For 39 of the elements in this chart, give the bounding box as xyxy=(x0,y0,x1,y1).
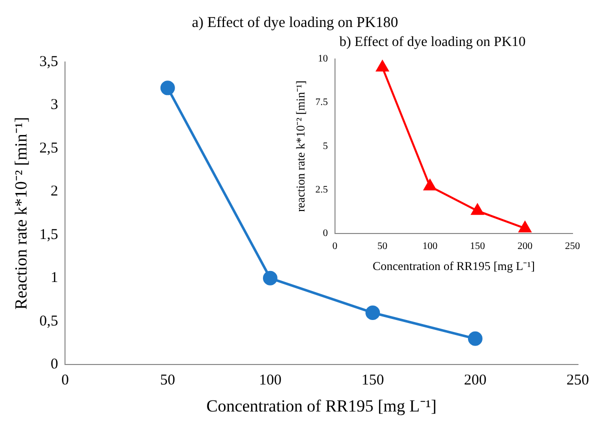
point xyxy=(468,331,482,346)
y-axis-title: reaction rate k*10⁻² [min⁻¹] xyxy=(293,80,308,212)
x-tick-label: 100 xyxy=(422,241,438,252)
y-tick-label: 0 xyxy=(50,356,58,373)
y-tick-label: 1 xyxy=(50,270,58,286)
point xyxy=(471,204,484,215)
y-tick-label: 2,5 xyxy=(39,140,58,156)
y-tick-label: 7.5 xyxy=(315,97,328,108)
x-tick-label: 100 xyxy=(258,372,282,389)
y-tick-label: 3 xyxy=(50,97,58,114)
chart-title: b) Effect of dye loading on PK10 xyxy=(339,35,526,50)
x-tick-label: 0 xyxy=(61,372,69,389)
x-tick-label: 50 xyxy=(377,241,388,252)
chart-title: a) Effect of dye loading on PK180 xyxy=(192,14,398,31)
x-tick-label: 200 xyxy=(517,241,532,252)
point xyxy=(424,179,436,190)
x-tick-label: 250 xyxy=(566,372,589,389)
x-tick-label: 250 xyxy=(565,241,580,252)
y-tick-label: 2.5 xyxy=(315,184,328,196)
x-axis-title: Concentration of RR195 [mg L⁻¹] xyxy=(372,258,535,273)
point xyxy=(365,305,380,320)
y-tick-label: 1,5 xyxy=(39,226,58,243)
y-tick-label: 5 xyxy=(322,140,328,152)
x-tick-label: 150 xyxy=(470,241,485,252)
x-tick-label: 50 xyxy=(160,372,176,389)
y-tick-label: 0,5 xyxy=(39,313,58,330)
point xyxy=(518,221,532,232)
point xyxy=(376,60,389,72)
y-tick-label: 0 xyxy=(322,228,328,240)
x-tick-label: 0 xyxy=(332,241,338,252)
y-tick-label: 10 xyxy=(318,53,328,64)
x-tick-label: 200 xyxy=(464,372,486,389)
y-tick-label: 2 xyxy=(50,184,58,200)
x-tick-label: 150 xyxy=(361,372,384,389)
y-tick-label: 3,5 xyxy=(39,54,58,70)
point xyxy=(160,80,175,96)
y-axis-title: Reaction rate k*10⁻² [min⁻¹] xyxy=(12,116,31,310)
x-axis-title: Concentration of RR195 [mg L⁻¹] xyxy=(206,396,437,416)
point xyxy=(262,270,278,286)
